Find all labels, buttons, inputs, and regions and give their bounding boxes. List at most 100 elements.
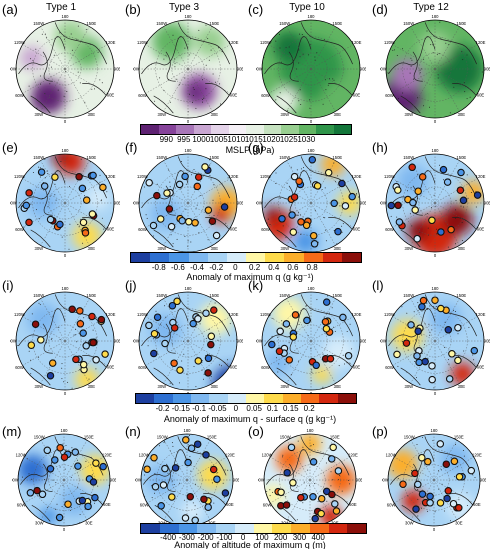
map-border (138, 19, 238, 119)
longitude-label: 60W (138, 365, 147, 370)
station-circle (167, 222, 176, 231)
longitude-label: 30W (35, 520, 44, 525)
panel-label: (l) (372, 278, 384, 293)
colorbar-swatch (154, 394, 173, 403)
longitude-label: 60W (261, 227, 270, 232)
station-circle (455, 504, 463, 512)
longitude-label: 150E (209, 155, 219, 160)
panel-a: (a) Type 1 180 150E 120E 90E 60E 30E 0 30W 60W 90… (2, 2, 120, 124)
field-anomaly (322, 80, 355, 113)
station-circle (31, 320, 40, 328)
colorbar-tick-label: 0.2 (249, 263, 261, 272)
station-circle (297, 493, 305, 502)
map-border (385, 291, 485, 391)
longitude-label: 150E (456, 21, 466, 26)
station-circle (268, 340, 276, 349)
colorbar-swatch (246, 125, 264, 134)
panel-b: (b) Type 3 180 150E 120E 90E 60E 30E 0 30W 60W 90… (125, 2, 243, 124)
station-circle (157, 502, 165, 510)
colorbar-tick-label: 1025 (279, 135, 298, 144)
longitude-label: 150E (209, 21, 219, 26)
longitude-label: 30W (157, 112, 166, 117)
longitude-label: 30W (404, 112, 413, 117)
longitude-label: 30W (157, 246, 166, 251)
panel-g: (g) 180150E120E90E60E30E030W60W90W120W15… (248, 140, 366, 258)
colorbar-title-qdiff: Anomaly of maximum q - surface q (g kg⁻¹… (163, 414, 337, 424)
longitude-label: 150E (332, 155, 342, 160)
panel-label: (m) (2, 424, 22, 439)
station-circle (467, 466, 476, 475)
longitude-label: 150W (156, 155, 167, 160)
field-anomaly (194, 25, 226, 58)
longitude-label: 150W (403, 155, 414, 160)
longitude-label: 30W (34, 112, 43, 117)
station-markers (278, 155, 356, 248)
polar-map: 180150E120E90E60E30E030W60W90W120W150W (12, 428, 116, 532)
panel-label: (n) (125, 424, 141, 439)
station-circle (309, 231, 318, 240)
station-markers (145, 297, 218, 377)
station-circle (421, 357, 429, 366)
station-circle (25, 218, 33, 227)
station-circle (46, 465, 55, 473)
longitude-label: 60E (103, 502, 111, 507)
longitude-label: 0 (64, 253, 67, 258)
station-circle (182, 436, 190, 444)
station-circle (454, 323, 462, 332)
map-border (15, 291, 115, 391)
station-circle (186, 492, 195, 501)
station-circle (200, 495, 208, 503)
station-circle (187, 444, 196, 452)
polar-map: 180150E120E90E60E30E030W60W90W120W150W (382, 428, 486, 532)
longitude-label: 30E (211, 246, 219, 251)
station-circle (431, 296, 439, 304)
station-circle (445, 375, 454, 383)
station-circle (426, 492, 434, 501)
station-circle (409, 198, 417, 207)
longitude-label: 150E (330, 435, 340, 440)
longitude-label: 150W (33, 155, 44, 160)
colorbar-swatch (216, 524, 235, 533)
colorbar-tick-label: 0.2 (303, 404, 315, 413)
station-circle (193, 440, 202, 448)
longitude-label: 150W (279, 155, 290, 160)
polar-map: 180150E120E90E60E30E030W60W90W120W150W (10, 14, 120, 124)
polar-map: 180150E120E90E60E30E030W60W90W120W150W (133, 148, 243, 258)
longitude-label: 180 (62, 286, 70, 291)
station-circle (426, 499, 434, 507)
longitude-label: 120W (260, 312, 271, 317)
longitude-label: 90W (12, 478, 19, 483)
longitude-label: 150E (86, 155, 96, 160)
longitude-label: 30W (280, 384, 289, 389)
panel-label: (d) (372, 2, 388, 17)
station-circle (221, 489, 230, 497)
longitude-label: 120E (352, 174, 362, 179)
station-circle (415, 358, 423, 367)
map-border (385, 153, 485, 253)
longitude-label: 120W (137, 40, 148, 45)
station-circle (297, 218, 305, 226)
longitude-label: 0 (434, 391, 437, 396)
station-circle (330, 199, 338, 208)
longitude-label: 120E (352, 40, 362, 45)
station-circle (175, 180, 184, 189)
longitude-label: 90E (114, 67, 120, 72)
station-circle (437, 304, 445, 313)
station-circle (334, 227, 342, 236)
station-circle (89, 338, 97, 347)
colorbar-swatch (228, 125, 246, 134)
station-circle (276, 327, 284, 336)
longitude-label: 60E (230, 227, 238, 232)
colorbar-q (130, 252, 362, 263)
station-circle (26, 489, 35, 497)
longitude-label: 60E (230, 93, 238, 98)
station-circle (43, 446, 52, 455)
station-circle (163, 189, 171, 197)
map-field (262, 292, 360, 390)
longitude-label: 90E (356, 478, 362, 483)
longitude-label: 90E (360, 67, 366, 72)
station-circle (88, 210, 97, 218)
colorbar-title-alt: Anomaly of altitude of maximum q (m) (174, 540, 326, 549)
station-circle (428, 375, 436, 384)
longitude-label: 90W (135, 478, 142, 483)
